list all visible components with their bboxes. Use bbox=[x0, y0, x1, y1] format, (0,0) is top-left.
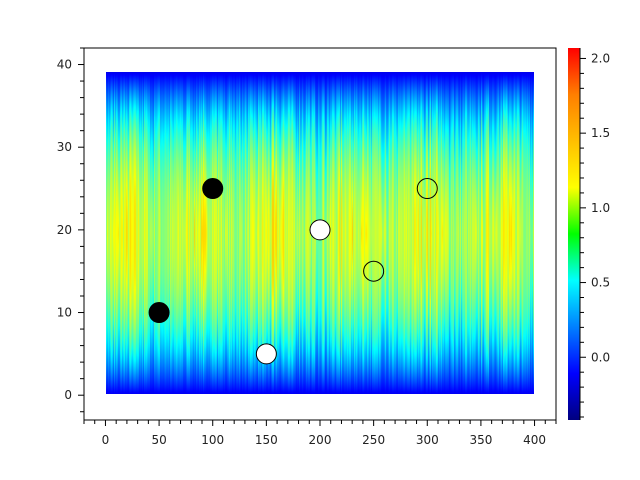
x-tick-label: 150 bbox=[255, 433, 278, 447]
colorbar-tick-label: 2.0 bbox=[591, 51, 610, 65]
data-point bbox=[309, 219, 331, 241]
y-axis: 0 10 20 30 40 bbox=[57, 47, 84, 413]
x-tick-label: 400 bbox=[523, 433, 546, 447]
scatter-points bbox=[148, 178, 438, 365]
y-tick-label: 0 bbox=[64, 388, 72, 402]
x-tick-label: 100 bbox=[201, 433, 224, 447]
x-tick-label: 250 bbox=[362, 433, 385, 447]
x-tick-label: 50 bbox=[151, 433, 166, 447]
colorbar-tick-label: 1.5 bbox=[591, 126, 610, 140]
y-tick-label: 10 bbox=[57, 306, 72, 320]
colorbar bbox=[568, 48, 580, 420]
colorbar-tick-label: 1.0 bbox=[591, 201, 610, 215]
colorbar-ticks: 0.0 0.5 1.0 1.5 2.0 bbox=[580, 51, 610, 418]
x-tick-label: 350 bbox=[469, 433, 492, 447]
colorbar-tick-label: 0.5 bbox=[591, 276, 610, 290]
x-tick-label: 300 bbox=[416, 433, 439, 447]
data-point bbox=[255, 343, 277, 365]
y-tick-label: 20 bbox=[57, 223, 72, 237]
data-point bbox=[202, 178, 224, 200]
colorbar-tick-label: 0.0 bbox=[591, 350, 610, 364]
x-tick-label: 200 bbox=[309, 433, 332, 447]
x-tick-label: 0 bbox=[102, 433, 110, 447]
x-axis: 0 50 100 150 200 250 300 350 400 bbox=[83, 420, 557, 447]
y-tick-label: 40 bbox=[57, 58, 72, 72]
y-tick-label: 30 bbox=[57, 140, 72, 154]
data-point bbox=[416, 178, 438, 200]
data-point bbox=[148, 302, 170, 324]
data-point bbox=[363, 260, 385, 282]
